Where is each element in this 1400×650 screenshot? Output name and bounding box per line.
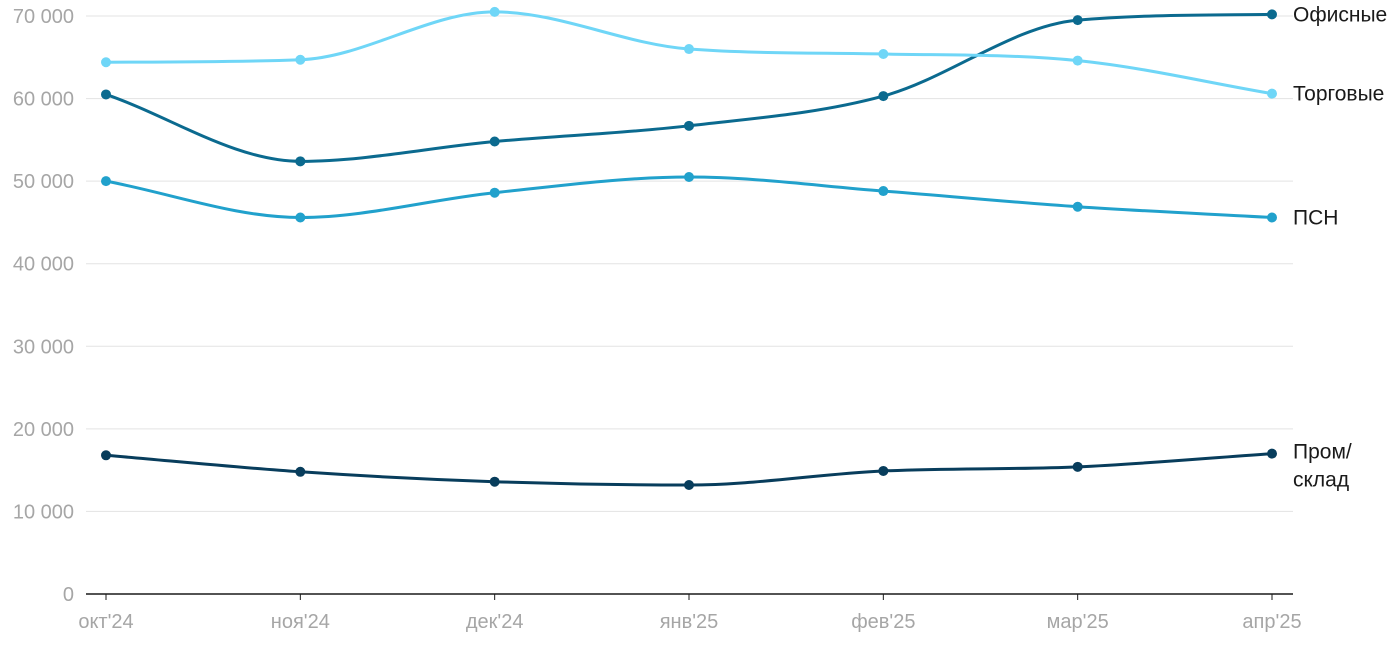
data-point	[489, 476, 500, 487]
data-point	[684, 120, 694, 131]
y-tick-label: 20 000	[13, 419, 74, 441]
y-tick-label: 30 000	[13, 336, 74, 358]
series-labels: Офисные Торговые ПСН Пром/склад	[1293, 3, 1387, 491]
series-Пром/склад	[101, 448, 1277, 491]
series-label-line: склад	[1293, 469, 1349, 492]
data-point	[1072, 201, 1083, 212]
data-point	[878, 48, 889, 59]
series-label: Офисные	[1293, 3, 1387, 26]
series-ПСН	[101, 172, 1277, 223]
data-point	[1072, 461, 1083, 472]
x-tick-label: окт'24	[78, 611, 133, 633]
data-point	[878, 91, 889, 102]
series-label: ПСН	[1293, 206, 1338, 229]
y-tick-label: 40 000	[13, 254, 74, 276]
series-label-line: Офисные	[1293, 3, 1387, 26]
data-point	[684, 172, 694, 183]
data-point	[878, 186, 889, 197]
series-label: Торговые	[1293, 83, 1384, 106]
gridlines	[86, 15, 1293, 512]
data-point	[1072, 15, 1083, 26]
data-point	[878, 465, 889, 476]
x-tick-label: янв'25	[660, 611, 719, 633]
data-point	[489, 187, 500, 198]
data-point	[295, 54, 306, 65]
data-point	[1267, 212, 1277, 223]
data-point	[489, 136, 500, 147]
y-tick-label: 60 000	[13, 89, 74, 111]
x-axis-ticks: окт'24 ноя'24 дек'24 янв'25 фев'25 мар'25 апр'…	[78, 594, 1302, 633]
data-point	[101, 176, 111, 187]
data-point	[684, 480, 694, 491]
series-Офисные	[101, 9, 1277, 167]
data-point	[489, 6, 500, 17]
series-line	[104, 175, 1274, 219]
series-label: Пром/склад	[1293, 441, 1352, 492]
series-line	[104, 12, 1274, 163]
data-point	[101, 89, 111, 100]
data-point	[101, 57, 111, 68]
series-label-line: Пром/	[1293, 441, 1352, 464]
data-point	[1072, 55, 1083, 66]
data-point	[1267, 448, 1277, 459]
series-label-line: Торговые	[1293, 83, 1384, 106]
series-label-line: ПСН	[1293, 206, 1338, 229]
x-tick-label: мар'25	[1047, 611, 1109, 633]
data-point	[1267, 88, 1277, 99]
y-tick-label: 0	[63, 584, 74, 606]
x-tick-label: апр'25	[1242, 611, 1301, 633]
data-point	[101, 450, 111, 461]
series-Торговые	[101, 6, 1277, 99]
x-tick-label: дек'24	[466, 611, 524, 633]
x-tick-label: ноя'24	[271, 611, 330, 633]
data-point	[295, 466, 306, 477]
x-tick-label: фев'25	[851, 611, 915, 633]
y-tick-label: 70 000	[13, 6, 74, 28]
y-axis-ticks: 0 10 000 20 000 30 000 40 000 50 000 60 000 70 …	[13, 6, 74, 606]
y-tick-label: 10 000	[13, 501, 74, 523]
y-tick-label: 50 000	[13, 171, 74, 193]
data-point	[295, 212, 306, 223]
data-point	[295, 156, 306, 167]
series-lines	[101, 6, 1277, 491]
data-point	[1267, 9, 1277, 20]
data-point	[684, 44, 694, 55]
